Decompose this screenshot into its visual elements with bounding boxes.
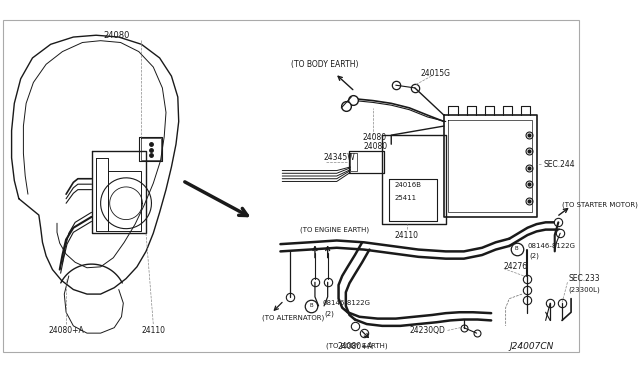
Text: B: B [310, 304, 313, 308]
Text: (2): (2) [529, 253, 539, 259]
Text: 24016B: 24016B [395, 182, 422, 188]
Text: SEC.233: SEC.233 [568, 274, 600, 283]
Text: 24110: 24110 [141, 326, 165, 335]
Text: 24345W: 24345W [323, 153, 355, 162]
Text: 24110: 24110 [395, 231, 419, 240]
Text: (TO BODY EARTH): (TO BODY EARTH) [326, 342, 387, 349]
Text: 24080+A: 24080+A [48, 326, 84, 335]
Text: 24276: 24276 [504, 262, 528, 271]
Text: J24007CN: J24007CN [509, 342, 554, 351]
Text: 24080: 24080 [362, 133, 387, 142]
Text: SEC.244: SEC.244 [544, 160, 575, 169]
Text: 24080: 24080 [364, 142, 388, 151]
Text: B: B [515, 246, 518, 251]
Text: (TO ENGINE EARTH): (TO ENGINE EARTH) [300, 227, 369, 233]
Text: (TO ALTERNATOR): (TO ALTERNATOR) [262, 315, 324, 321]
Text: 08146-8122G: 08146-8122G [322, 300, 370, 306]
Text: 24080: 24080 [104, 31, 130, 40]
Text: (2): (2) [324, 311, 334, 317]
Text: 24015G: 24015G [420, 69, 451, 78]
Text: 24080+A: 24080+A [337, 342, 372, 351]
Text: (23300L): (23300L) [568, 286, 600, 293]
Text: (TO BODY EARTH): (TO BODY EARTH) [291, 60, 359, 69]
Text: 25411: 25411 [395, 195, 417, 201]
Text: 08146-8122G: 08146-8122G [527, 243, 575, 249]
Text: 24230QD: 24230QD [410, 326, 445, 335]
Text: (TO STARTER MOTOR): (TO STARTER MOTOR) [562, 201, 638, 208]
